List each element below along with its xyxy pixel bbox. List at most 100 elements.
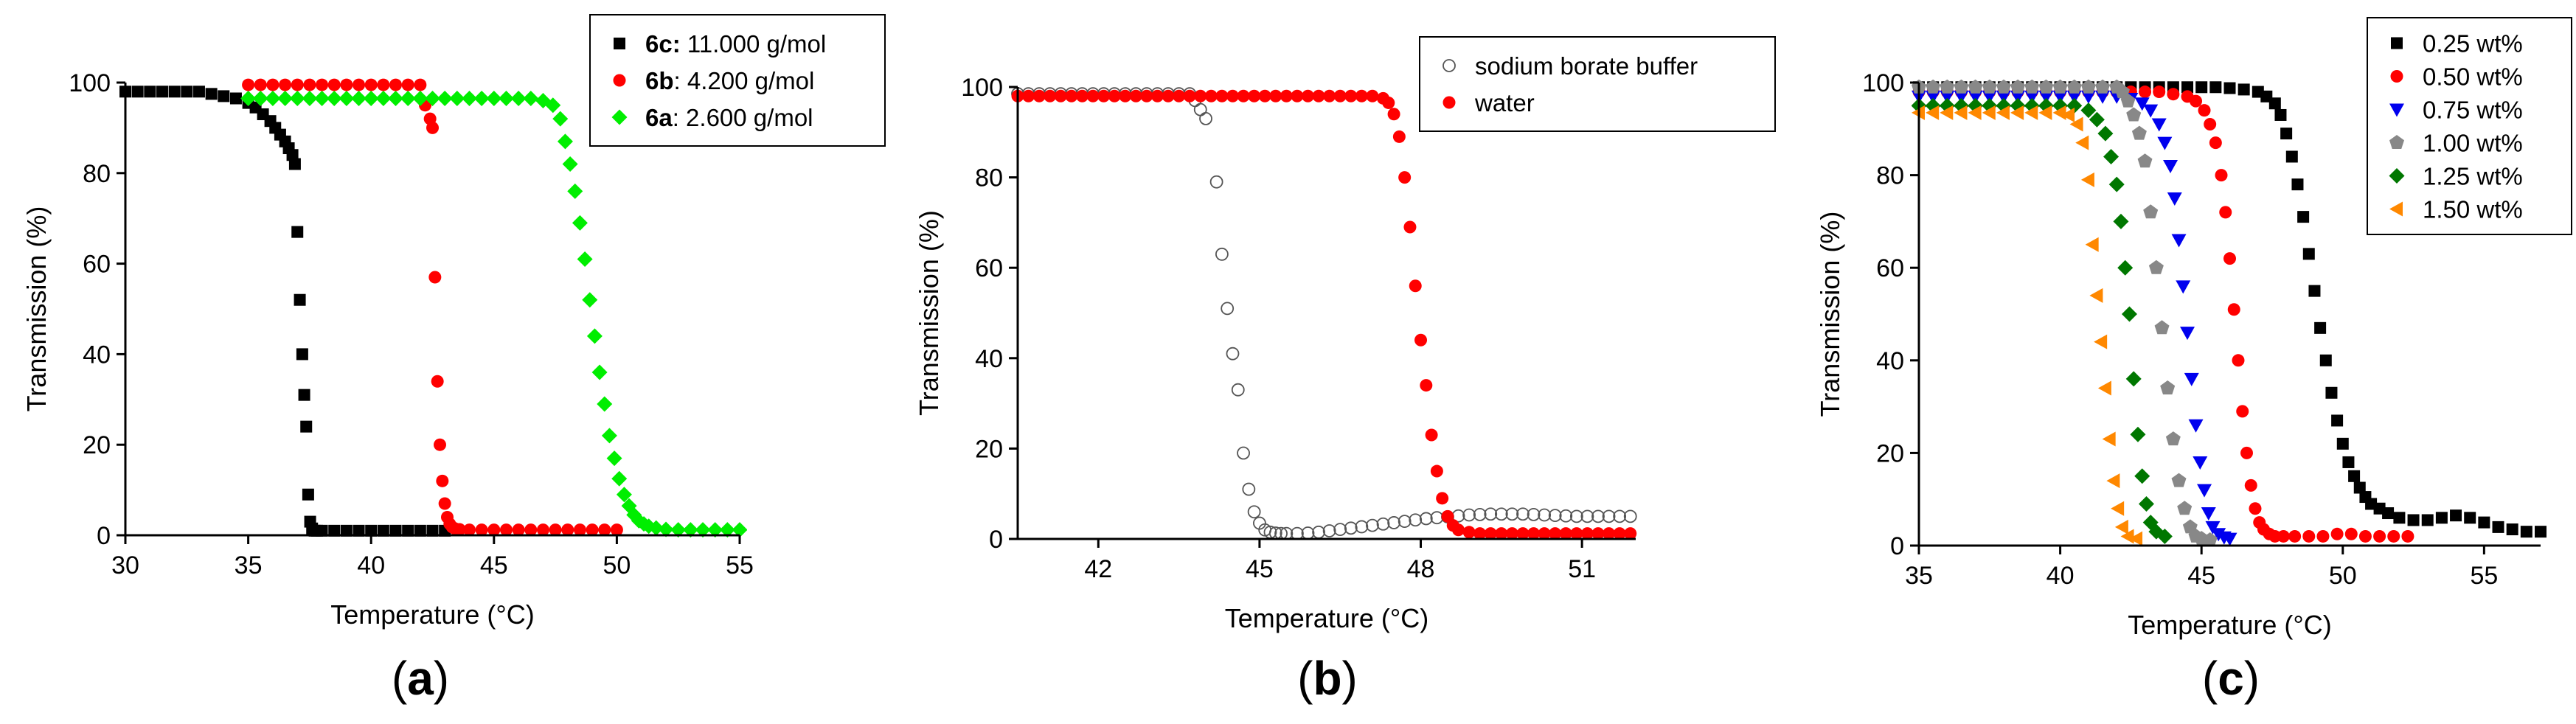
data-point [2450,509,2462,522]
data-point [523,90,539,106]
data-point [1516,507,1530,521]
panel-label: (b) [1297,652,1358,705]
data-point [1242,482,1256,496]
data-point [2126,107,2142,122]
data-point [1570,527,1583,540]
data-point [2160,380,2176,394]
data-point [1355,89,1368,102]
data-point [2205,521,2221,535]
data-point [1333,89,1347,102]
data-point [291,226,304,238]
data-point [2336,437,2349,450]
data-point [1387,516,1400,529]
data-point [1075,89,1089,102]
data-point [577,251,593,267]
data-point [2163,160,2179,174]
data-point [2188,419,2204,433]
data-point [648,520,664,536]
panel-label-close: ) [1342,652,1358,705]
data-point [265,90,281,106]
y-tick-label: 60 [975,254,1003,282]
data-point [1344,89,1358,102]
data-point [1231,383,1245,397]
data-point [426,524,439,537]
x-axis-title: Temperature (°C) [1225,603,1428,633]
data-point [2094,334,2108,349]
data-point [2193,456,2208,470]
data-point [2198,104,2211,117]
data-point [510,90,527,106]
data-point [1065,89,1078,102]
data-point [205,88,218,100]
legend-marker [613,74,626,87]
data-point [2382,507,2395,520]
data-point [389,524,402,537]
data-point [2181,81,2194,94]
data-point [2080,172,2094,187]
data-point [2134,468,2150,484]
data-point [1982,79,1997,94]
data-point [2010,105,2024,120]
panel-label-open: ( [392,652,407,705]
data-point [598,523,611,537]
data-point [1940,105,1954,120]
data-point [2222,532,2237,546]
data-point [353,524,365,537]
panel-label: (c) [2202,652,2260,705]
data-point [1209,175,1223,189]
data-point [1473,527,1487,540]
data-point [2308,285,2321,297]
data-point [475,523,488,537]
data-point [2274,108,2287,121]
data-point [1032,89,1046,102]
data-point [1247,505,1261,519]
data-point [1462,526,1476,539]
data-point [2268,97,2281,110]
legend-label: sodium borate buffer [1475,52,1698,80]
data-point [1221,302,1235,316]
data-point [1505,507,1519,521]
data-point [240,90,257,106]
y-axis-title: Transmission (%) [21,206,52,412]
data-point [2080,79,2096,94]
data-point [181,86,193,98]
data-point [294,293,306,306]
legend-label: 0.25 wt% [2423,30,2523,58]
data-point [1452,523,1465,537]
data-point [572,215,588,231]
data-point [277,90,294,106]
y-tick-label: 40 [975,345,1003,373]
data-point [1954,105,1968,120]
data-point [611,470,628,487]
data-point [1548,509,1562,523]
data-point [1954,90,1969,104]
data-point [2277,529,2290,543]
data-point [401,78,414,91]
panel-label: (a) [392,652,449,705]
data-point [298,389,310,401]
series-6c [119,86,451,537]
data-point [1996,90,2011,104]
data-point [1322,524,1336,537]
data-point [2325,386,2338,399]
data-point [2401,529,2414,543]
data-point [1419,512,1433,526]
data-point [499,523,513,537]
data-point [168,86,181,98]
y-tick-label: 40 [1876,347,1904,375]
data-point [487,523,501,537]
data-point [1398,171,1412,184]
data-point [1409,513,1423,527]
data-point [1108,89,1121,102]
data-point [2129,531,2143,546]
data-point [2085,237,2099,252]
data-point [1119,89,1132,102]
data-point [2342,456,2355,468]
data-point [2052,90,2068,104]
data-point [2237,83,2250,96]
data-point [2344,527,2358,540]
data-point [156,86,168,98]
y-tick-label: 20 [1876,439,1904,467]
data-point [498,90,514,106]
